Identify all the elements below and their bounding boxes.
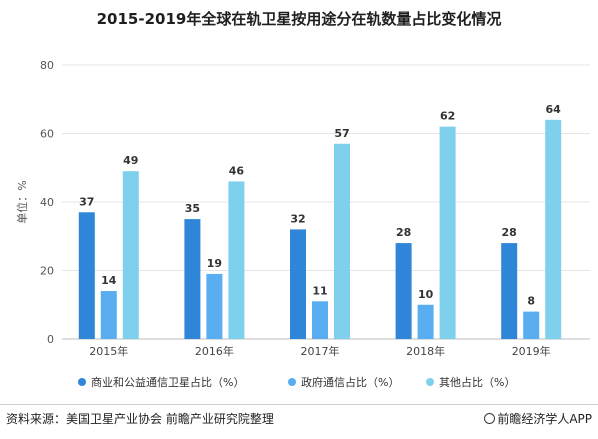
- data-label: 19: [207, 257, 222, 270]
- x-tick-label: 2016年: [195, 344, 234, 358]
- bar: [545, 119, 562, 339]
- data-label: 35: [185, 202, 200, 215]
- bar: [184, 219, 201, 339]
- bar-chart: 37 14 49 35 19 46 32 11 57 28 10 62 28 8 64 0 20 40 60 80 单…: [15, 59, 590, 389]
- bar: [501, 243, 518, 339]
- bar: [122, 171, 139, 339]
- bar: [290, 229, 306, 339]
- x-tick-label: 2018年: [406, 344, 445, 358]
- brand-logo-icon: [484, 413, 496, 424]
- data-label: 57: [334, 127, 349, 140]
- x-tick-label: 2019年: [512, 344, 551, 358]
- data-label: 28: [502, 226, 517, 239]
- legend-marker: [78, 378, 86, 386]
- chart-title: 2015-2019年全球在轨卫星按用途分在轨数量占比变化情况: [96, 10, 502, 28]
- data-label: 49: [123, 154, 138, 167]
- data-label: 28: [396, 226, 411, 239]
- legend-label: 商业和公益通信卫星占比（%）: [91, 375, 244, 389]
- data-label: 64: [546, 103, 562, 116]
- bar: [100, 291, 117, 339]
- x-tick-label: 2015年: [89, 344, 128, 358]
- data-label: 10: [418, 288, 434, 301]
- bar: [334, 143, 350, 339]
- y-tick-label: 40: [40, 196, 54, 209]
- source-note: 资料来源：美国卫星产业协会 前瞻产业研究院整理: [6, 412, 274, 426]
- y-tick-label: 80: [40, 59, 54, 72]
- bar: [228, 181, 245, 339]
- bar: [78, 212, 95, 339]
- legend-marker: [426, 378, 434, 386]
- bar: [395, 243, 412, 339]
- data-label: 62: [440, 110, 455, 123]
- bar: [206, 273, 223, 339]
- data-label: 32: [290, 212, 305, 225]
- x-tick-label: 2017年: [301, 344, 340, 358]
- data-label: 11: [312, 284, 327, 297]
- brand-credit: 前瞻经济学人APP: [484, 410, 592, 427]
- data-label: 37: [79, 195, 94, 208]
- legend-label: 政府通信占比（%）: [301, 375, 399, 389]
- legend-label: 其他占比（%）: [439, 375, 515, 389]
- y-axis-label: 单位：%: [15, 180, 29, 223]
- data-label: 46: [229, 164, 245, 177]
- legend-marker: [288, 378, 296, 386]
- bar: [523, 311, 540, 339]
- data-label: 8: [527, 295, 535, 308]
- footer-divider: [0, 404, 598, 405]
- y-tick-label: 60: [40, 128, 54, 141]
- y-tick-label: 0: [47, 333, 54, 346]
- brand-label: 前瞻经济学人APP: [497, 412, 592, 426]
- bar: [417, 304, 434, 339]
- bar: [439, 126, 456, 340]
- y-tick-label: 20: [40, 265, 54, 278]
- bar: [312, 301, 328, 339]
- data-label: 14: [101, 274, 117, 287]
